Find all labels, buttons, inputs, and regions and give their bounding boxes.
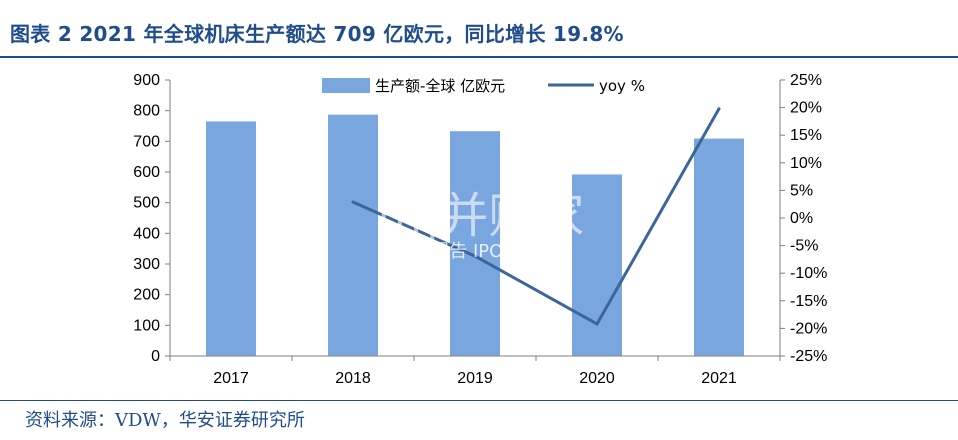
bar-2020 (572, 174, 622, 356)
right-tick-label: 5% (790, 182, 813, 199)
left-tick-label: 900 (133, 72, 160, 89)
yoy-point-2021 (717, 107, 721, 111)
right-tick-label: -10% (790, 265, 827, 282)
right-tick-label: 0% (790, 210, 813, 227)
left-tick-label: 0 (151, 348, 160, 365)
watermark-logo: ||||并购家 (376, 188, 585, 244)
legend-line-label: yoy % (599, 77, 645, 95)
right-tick-label: -25% (790, 348, 827, 365)
bar-2019 (450, 131, 500, 356)
left-tick-label: 500 (133, 195, 160, 212)
x-tick-label: 2020 (579, 370, 615, 387)
bar-2021 (694, 138, 744, 356)
yoy-point-2020 (595, 322, 599, 326)
source-note: 资料来源：VDW，华安证券研究所 (25, 410, 305, 431)
left-tick-label: 700 (133, 133, 160, 150)
title-underline (0, 56, 958, 58)
right-tick-label: 10% (790, 155, 822, 172)
left-tick-label: 200 (133, 287, 160, 304)
left-tick-label: 800 (133, 103, 160, 120)
x-tick-label: 2019 (457, 370, 493, 387)
x-tick-label: 2017 (213, 370, 249, 387)
watermark-caption: 行业报告 IPOIPO.CN (395, 241, 564, 262)
source-rule (0, 400, 958, 401)
right-tick-label: 15% (790, 127, 822, 144)
yoy-point-2019 (473, 254, 477, 258)
left-tick-label: 400 (133, 225, 160, 242)
x-tick-label: 2021 (701, 370, 737, 387)
x-tick-label: 2018 (335, 370, 371, 387)
left-tick-label: 300 (133, 256, 160, 273)
yoy-line (352, 107, 721, 327)
chart-area: 0 100 200 300 400 500 600 700 800 900 -25% -20% -15%… (133, 72, 827, 387)
right-tick-label: -15% (790, 293, 827, 310)
chart-figure-title: 图表 2 2021 年全球机床生产额达 709 亿欧元，同比增长 19.8% (10, 22, 624, 46)
right-tick-label: 20% (790, 100, 822, 117)
legend-bar-label: 生产额-全球 亿欧元 (375, 77, 505, 95)
right-tick-label: -5% (790, 238, 818, 255)
yoy-point-2018 (351, 200, 355, 204)
legend-bar-swatch (322, 78, 370, 93)
bar-2017 (206, 121, 256, 357)
right-tick-label: -20% (790, 320, 827, 337)
right-tick-label: 25% (790, 72, 822, 89)
bar-2018 (328, 114, 378, 356)
left-tick-label: 100 (133, 317, 160, 334)
left-tick-label: 600 (133, 164, 160, 181)
